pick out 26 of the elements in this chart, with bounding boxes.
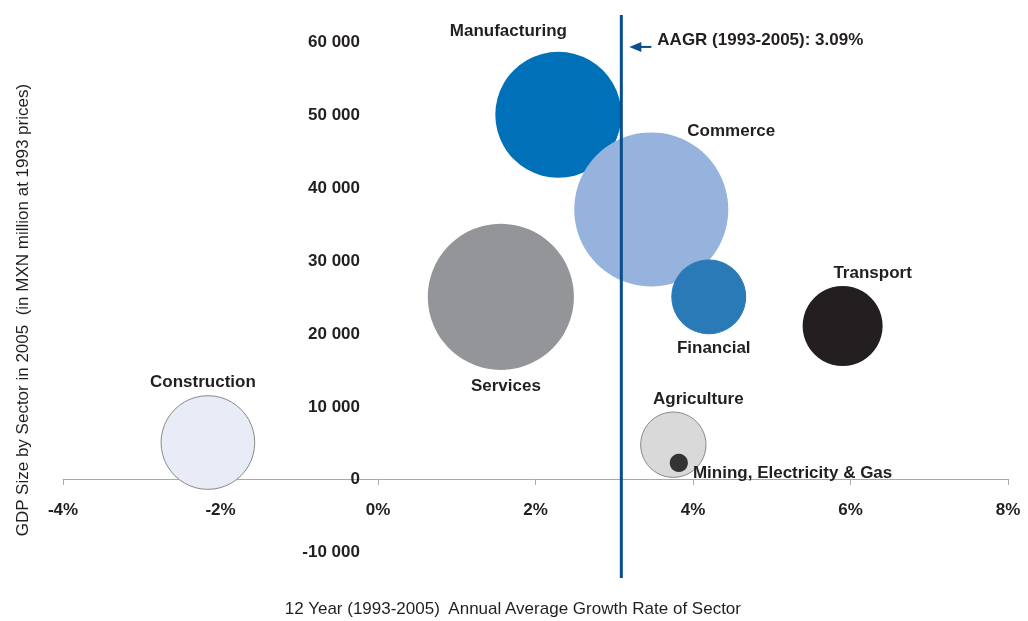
y-tick-label: 10 000 <box>308 396 360 416</box>
series-label: Manufacturing <box>449 20 567 40</box>
y-tick-label: 40 000 <box>308 178 360 198</box>
y-tick-label: 50 000 <box>308 105 360 125</box>
x-tick-label: 4% <box>680 499 706 519</box>
x-tick-label: -4% <box>47 499 79 519</box>
x-tick-label: 0% <box>365 499 391 519</box>
series-label: Construction <box>150 372 256 392</box>
y-tick-label: 0 <box>350 469 360 489</box>
series-label: Financial <box>676 338 751 358</box>
series-label: Agriculture <box>652 388 744 408</box>
x-tick-label: 6% <box>838 499 863 519</box>
x-tick-label: -2% <box>205 499 236 519</box>
series-label: Transport <box>833 262 913 282</box>
series-label: Commerce <box>687 121 776 141</box>
series-label: Services <box>470 375 541 395</box>
x-tick-label: 2% <box>523 499 548 519</box>
x-axis-title: 12 Year (1993-2005) Annual Average Growth Rate of Sector <box>284 599 742 618</box>
x-tick-label: 8% <box>995 499 1021 519</box>
ref-line-label: AAGR (1993-2005): 3.09% <box>657 29 864 49</box>
y-tick-label: 60 000 <box>308 32 360 52</box>
y-tick-label: -10 000 <box>302 542 360 562</box>
y-tick-label: 20 000 <box>308 323 360 343</box>
series-label: Mining, Electricity & Gas <box>692 463 893 483</box>
y-axis-title: GDP Size by Sector in 2005 (in MXN million at 1993 prices) <box>12 83 32 537</box>
y-tick-label: 30 000 <box>308 250 360 270</box>
